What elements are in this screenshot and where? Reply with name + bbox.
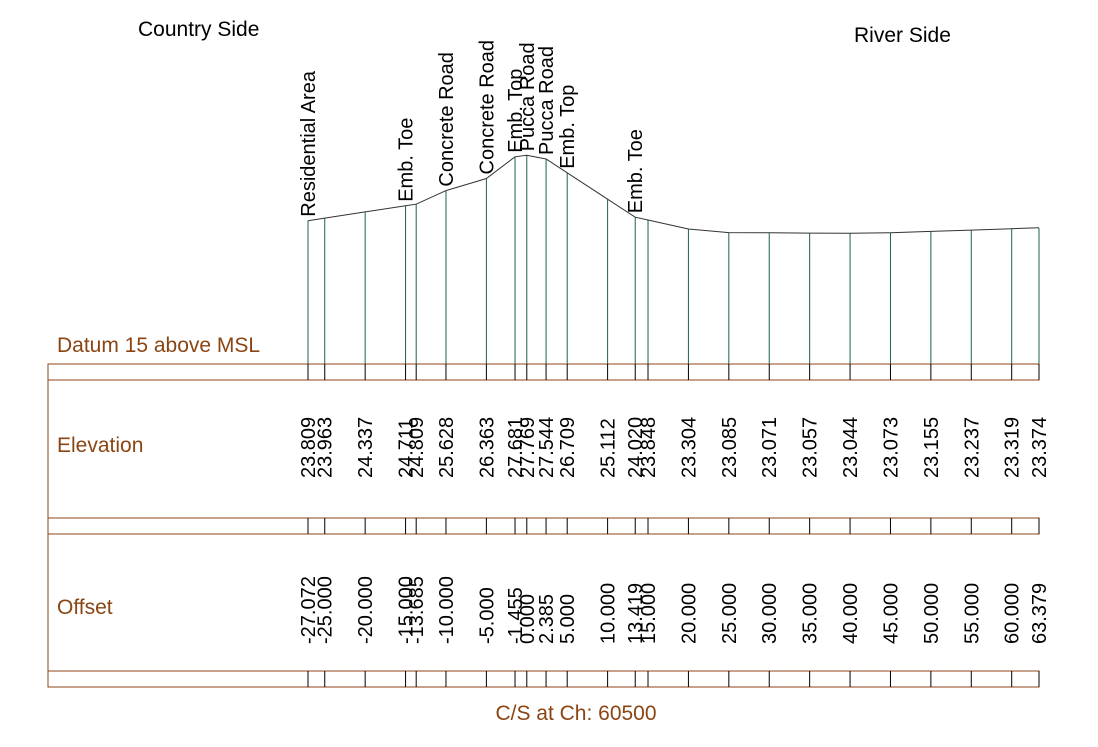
offset-value-14: 20.000 (678, 583, 700, 644)
offset-value-19: 45.000 (881, 583, 903, 644)
offset-value-16: 30.000 (759, 583, 781, 644)
elevation-value-6: 26.363 (476, 417, 498, 478)
elevation-value-15: 23.085 (719, 417, 741, 478)
elevation-value-16: 23.071 (759, 417, 781, 478)
elevation-value-18: 23.044 (840, 417, 862, 478)
feature-labels: Residential Area Emb. Toe Concrete Road Con… (298, 40, 647, 217)
offset-value-17: 35.000 (800, 583, 822, 644)
elevation-value-5: 25.628 (436, 417, 458, 478)
elevation-row-label: Elevation (57, 434, 143, 457)
elevation-value-1: 23.963 (315, 417, 337, 478)
elevation-value-14: 23.304 (678, 417, 700, 478)
datum-label: Datum 15 above MSL (57, 334, 260, 357)
offset-value-21: 55.000 (961, 583, 983, 644)
offset-value-9: 2.385 (536, 594, 558, 644)
river-side-label: River Side (854, 24, 951, 47)
elevation-value-23: 23.374 (1029, 417, 1051, 478)
offset-value-2: -20.000 (355, 576, 377, 644)
station-lines (308, 155, 1039, 364)
feature-label-3: Emb. Toe (396, 118, 418, 202)
offset-row-label: Offset (57, 596, 113, 619)
feature-label-9: Pucca Road (536, 46, 558, 155)
offset-values: -27.072-25.000 -20.000 -15.000-13.685 -10.0… (298, 576, 1051, 644)
elevation-value-21: 23.237 (961, 417, 983, 478)
feature-label-10: Emb. Top (557, 85, 579, 169)
elevation-value-4: 24.809 (406, 417, 428, 478)
offset-value-15: 25.000 (719, 583, 741, 644)
feature-label-0: Residential Area (298, 70, 320, 217)
feature-label-6: Concrete Road (476, 40, 498, 175)
offset-value-22: 60.000 (1002, 583, 1024, 644)
offset-value-11: 10.000 (598, 583, 620, 644)
offset-value-6: -5.000 (476, 587, 498, 644)
offset-value-4: -13.685 (406, 576, 428, 644)
elevation-value-22: 23.319 (1002, 417, 1024, 478)
ground-profile-line (308, 155, 1039, 233)
elevation-value-2: 24.337 (355, 417, 377, 478)
offset-value-5: -10.000 (436, 576, 458, 644)
elevation-value-10: 26.709 (557, 417, 579, 478)
offset-value-10: 5.000 (557, 594, 579, 644)
cross-section-caption: C/S at Ch: 60500 (495, 702, 656, 725)
elevation-value-17: 23.057 (800, 417, 822, 478)
elevation-value-13: 23.848 (638, 417, 660, 478)
offset-value-18: 40.000 (840, 583, 862, 644)
offset-value-13: 15.000 (638, 583, 660, 644)
elevation-value-20: 23.155 (921, 417, 943, 478)
feature-label-5: Concrete Road (436, 52, 458, 187)
country-side-label: Country Side (138, 18, 259, 41)
feature-label-12: Emb. Toe (625, 129, 647, 213)
elevation-value-9: 27.544 (536, 417, 558, 478)
offset-value-23: 63.379 (1029, 583, 1051, 644)
offset-value-1: -25.000 (315, 576, 337, 644)
elevation-value-19: 23.073 (881, 417, 903, 478)
elevation-value-11: 25.112 (598, 418, 620, 478)
offset-value-20: 50.000 (921, 583, 943, 644)
